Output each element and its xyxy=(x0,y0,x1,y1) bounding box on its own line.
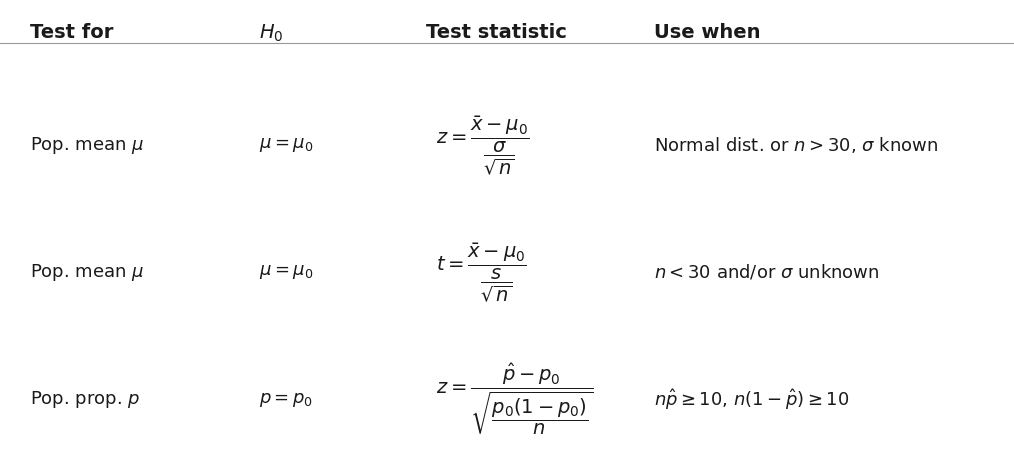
Text: Pop. prop. $p$: Pop. prop. $p$ xyxy=(30,389,141,410)
Text: $z = \dfrac{\hat{p} - p_0}{\sqrt{\dfrac{p_0(1-p_0)}{n}}}$: $z = \dfrac{\hat{p} - p_0}{\sqrt{\dfrac{… xyxy=(436,362,593,437)
Text: Use when: Use when xyxy=(654,23,760,42)
Text: $\mu = \mu_0$: $\mu = \mu_0$ xyxy=(259,263,313,281)
Text: Pop. mean $\mu$: Pop. mean $\mu$ xyxy=(30,262,145,283)
Text: $n\hat{p} \geq 10$, $n(1 - \hat{p}) \geq 10$: $n\hat{p} \geq 10$, $n(1 - \hat{p}) \geq… xyxy=(654,387,850,412)
Text: $n < 30$ and/or $\sigma$ unknown: $n < 30$ and/or $\sigma$ unknown xyxy=(654,263,879,282)
Text: Pop. mean $\mu$: Pop. mean $\mu$ xyxy=(30,135,145,156)
Text: $\mu = \mu_0$: $\mu = \mu_0$ xyxy=(259,136,313,154)
Text: Test statistic: Test statistic xyxy=(426,23,567,42)
Text: Test for: Test for xyxy=(30,23,114,42)
Text: $p = p_0$: $p = p_0$ xyxy=(259,390,312,409)
Text: $z = \dfrac{\bar{x} - \mu_0}{\dfrac{\sigma}{\sqrt{n}}}$: $z = \dfrac{\bar{x} - \mu_0}{\dfrac{\sig… xyxy=(436,114,529,177)
Text: $H_0$: $H_0$ xyxy=(259,23,283,44)
Text: Normal dist. or $n > 30$, $\sigma$ known: Normal dist. or $n > 30$, $\sigma$ known xyxy=(654,135,938,155)
Text: $t = \dfrac{\bar{x} - \mu_0}{\dfrac{s}{\sqrt{n}}}$: $t = \dfrac{\bar{x} - \mu_0}{\dfrac{s}{\… xyxy=(436,241,526,304)
